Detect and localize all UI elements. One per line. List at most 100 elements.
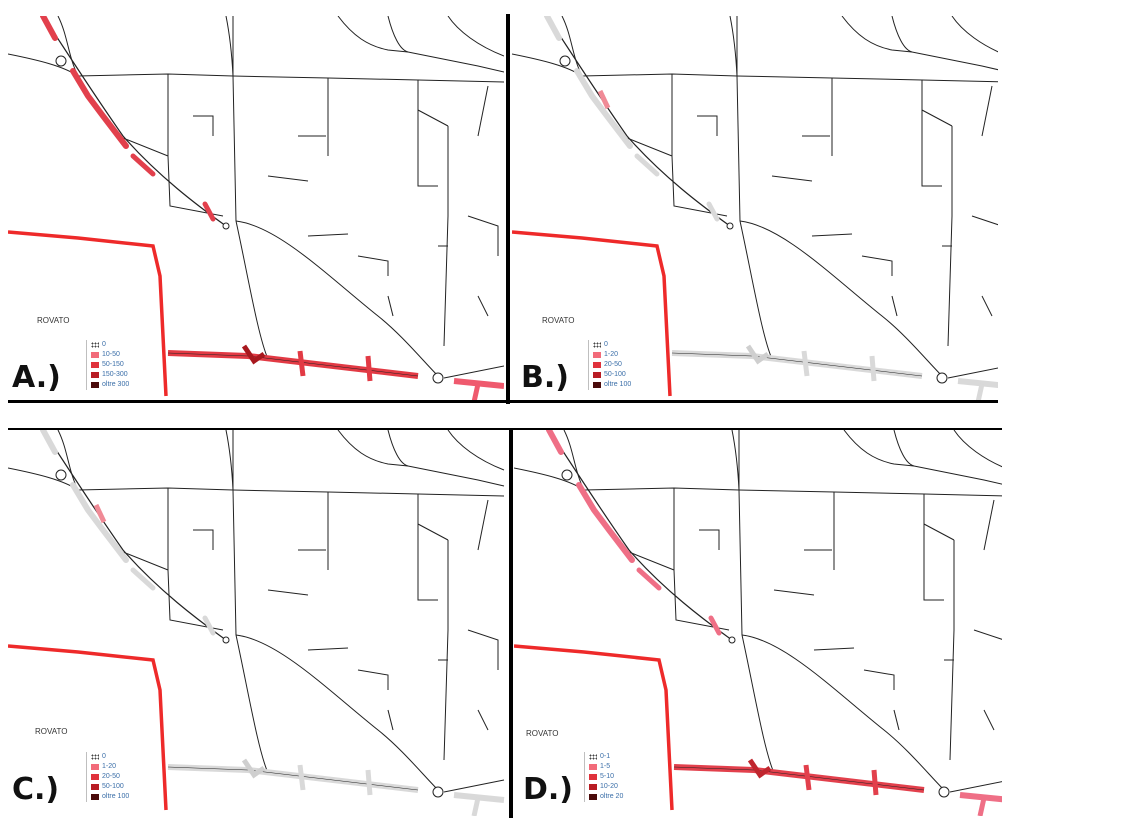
road [8,467,505,497]
legend-item: oltre 300 [91,380,129,390]
highway-ramp [869,355,877,382]
roundabout [222,636,230,644]
highway-segment-se [959,792,1002,803]
main-road [546,16,731,227]
vertical-divider [509,430,513,818]
legend-item: oltre 20 [589,792,623,802]
road [443,126,449,347]
road [773,589,815,596]
road [512,53,998,83]
legend-label: oltre 20 [600,793,624,800]
road [447,430,505,471]
road [477,85,489,137]
roundabout [222,222,230,230]
legend-label: 0 [102,753,106,760]
highway-segment-nw [40,16,58,41]
highway-segment-nw [634,153,660,177]
road [921,80,942,187]
town-label: ROVATO [35,727,68,736]
main-road [42,430,227,641]
legend-label: 50-100 [102,783,124,790]
highway-ramp [365,769,373,796]
roundabout [432,786,444,798]
roundabout [561,469,573,481]
highway-interchange [241,758,266,779]
legend-label: 0-1 [600,753,611,760]
road [267,175,309,182]
highway-segment-nw [202,615,216,636]
road [417,109,449,127]
road [736,16,741,222]
road [193,115,214,136]
legend-label: 10-20 [600,783,618,790]
road [417,494,438,601]
legend-label: 50-100 [604,371,626,378]
road [891,16,913,53]
road [57,430,79,491]
highway-segment-se [977,797,987,816]
legend-swatch [91,382,99,388]
roundabout [432,372,444,384]
legend-swatch [589,754,597,760]
road [923,494,944,601]
roundabout [938,786,950,798]
highway-ramp [801,350,810,377]
road [949,781,1002,793]
road [949,540,955,761]
road [443,779,505,793]
road [387,709,394,731]
legend-item: 0 [91,340,129,350]
legend-label: 1-20 [604,351,619,358]
road [973,629,1002,640]
highway-segment-nw [636,567,662,591]
roundabout [559,55,571,67]
boundary-line [8,644,168,811]
road [983,499,995,551]
legend-swatch [91,794,99,800]
legend-label: 50-150 [102,361,124,368]
legend-item: 150-300 [91,370,129,380]
map-c [8,430,505,816]
highway-interchange [747,758,772,779]
highway-ramp [803,764,812,791]
road [863,669,895,690]
road [841,16,998,71]
legend-swatch [91,352,99,358]
highway-segment-nw [546,430,564,455]
road [443,540,449,761]
road [232,430,237,636]
legend-swatch [91,774,99,780]
road [514,467,1002,497]
legend-c: 0 1-20 20-50 50-100 oltre 100 [86,752,129,802]
highway-segment-se [471,383,481,402]
legend-item: 5-10 [589,772,623,782]
road [893,430,915,467]
highway-segment-nw [706,201,720,222]
road [893,709,900,731]
highway-segment-nw [544,16,562,41]
highway-segment-south [167,764,419,793]
road [57,16,79,77]
legend-swatch [91,784,99,790]
legend-label: 150-300 [102,371,128,378]
legend-item: 0 [593,340,631,350]
legend-label: 20-50 [102,773,120,780]
road [923,523,955,541]
road [387,295,394,317]
road [561,16,583,77]
legend-item: 1-20 [91,762,129,772]
horizontal-divider [8,400,998,403]
legend-item: 10-50 [91,350,129,360]
road [307,647,349,651]
highway-segment-nw [70,68,129,149]
legend-swatch [593,372,601,378]
map-panel-c: ROVATO 0 1-20 20-50 50-100 oltre 100 C.) [8,430,506,816]
legend-swatch [593,382,601,388]
road [739,220,773,360]
road [563,430,585,491]
legend-swatch [593,352,601,358]
legend-item: 20-50 [91,772,129,782]
road [235,634,269,774]
road [235,220,441,379]
map-panel-d: ROVATO 0-1 1-5 5-10 10-20 oltre 20 D.) [514,430,1002,816]
